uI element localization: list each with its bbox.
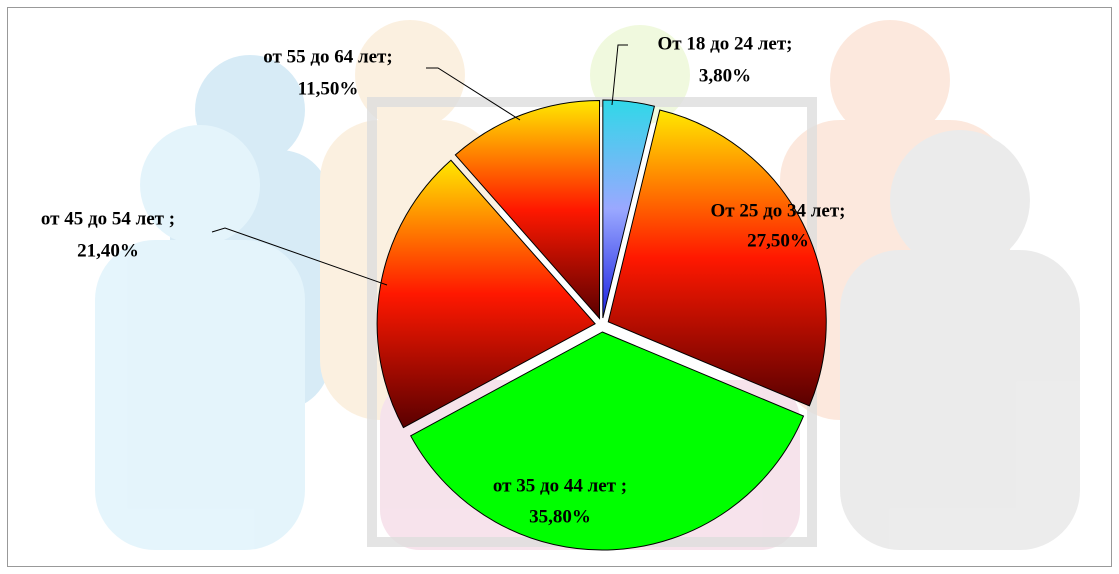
value-label: 27,50%	[747, 230, 809, 251]
value-label: 11,50%	[298, 78, 359, 99]
category-label: от 35 до 44 лет ;	[493, 475, 627, 496]
category-label: От 18 до 24 лет;	[658, 33, 793, 54]
category-label: От 25 до 34 лет;	[711, 200, 846, 221]
value-label: 21,40%	[77, 240, 139, 261]
value-label: 35,80%	[529, 506, 591, 527]
category-label: от 45 до 54 лет ;	[41, 208, 175, 229]
value-label: 3,80%	[699, 65, 751, 86]
category-label: от 55 до 64 лет;	[263, 46, 392, 67]
